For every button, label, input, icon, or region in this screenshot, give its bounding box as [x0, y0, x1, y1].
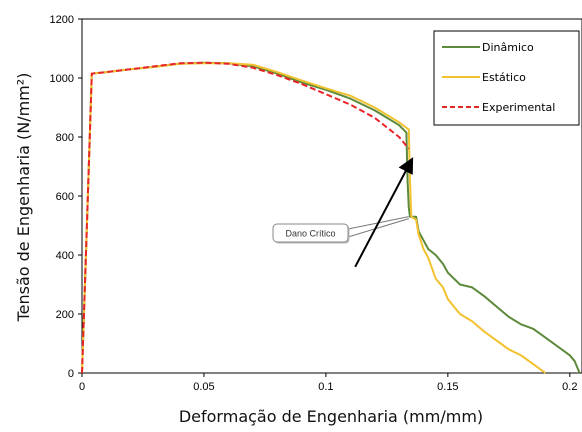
annotation-layer: Dano Crítico	[272, 157, 414, 268]
y-tick-label: 0	[68, 368, 74, 380]
callout-leader	[347, 218, 409, 238]
y-tick-label: 400	[56, 250, 74, 262]
y-tick-label: 1000	[50, 73, 74, 85]
series-line-experimental	[81, 61, 410, 374]
x-tick-label: 0.05	[193, 381, 214, 393]
x-tick-label: 0.15	[437, 381, 458, 393]
y-tick-label: 200	[56, 309, 74, 321]
x-tick-label: 0	[79, 381, 85, 393]
y-tick-label: 800	[56, 132, 74, 144]
y-axis-title: Tensão de Engenharia (N/mm²)	[14, 73, 33, 323]
callout-box	[272, 223, 349, 243]
axes-layer: 0 200 400 600 800 1000 1200 0 0.05 0.1 0.15 0.2	[50, 14, 582, 393]
series-line-estático	[81, 62, 546, 374]
legend-label-estático: Estático	[482, 71, 526, 84]
y-tick-label: 600	[56, 191, 74, 203]
legend-label-dinâmico: Dinâmico	[482, 41, 534, 54]
series-layer	[81, 61, 581, 374]
callout-text: Dano Crítico	[285, 229, 335, 239]
legend: Dinâmico Estático Experimental	[433, 30, 580, 126]
x-axis-title: Deformação de Engenharia (mm/mm)	[179, 407, 483, 426]
x-tick-label: 0.2	[562, 381, 577, 393]
x-tick-label: 0.1	[318, 381, 333, 393]
y-tick-label: 1200	[50, 14, 74, 26]
annotation-arrow	[354, 157, 414, 268]
legend-label-experimental: Experimental	[482, 101, 555, 114]
